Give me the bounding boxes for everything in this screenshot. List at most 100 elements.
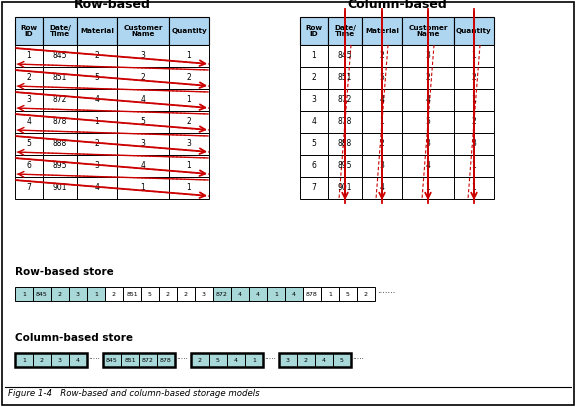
FancyBboxPatch shape [117, 177, 169, 199]
FancyBboxPatch shape [339, 287, 357, 301]
Text: 2: 2 [112, 291, 116, 297]
FancyBboxPatch shape [43, 155, 77, 177]
FancyBboxPatch shape [362, 89, 402, 111]
Text: 1: 1 [94, 118, 100, 127]
Text: 4: 4 [292, 291, 296, 297]
Text: 878: 878 [306, 291, 318, 297]
FancyBboxPatch shape [15, 89, 43, 111]
Text: 3: 3 [472, 140, 476, 149]
Text: 4: 4 [141, 96, 145, 105]
Text: 3: 3 [187, 140, 191, 149]
FancyBboxPatch shape [51, 353, 69, 367]
Text: Row
ID: Row ID [305, 25, 323, 37]
FancyBboxPatch shape [328, 111, 362, 133]
FancyBboxPatch shape [169, 177, 209, 199]
FancyBboxPatch shape [454, 89, 494, 111]
Text: 4: 4 [76, 357, 80, 363]
Text: 4: 4 [238, 291, 242, 297]
FancyBboxPatch shape [362, 155, 402, 177]
Text: 845: 845 [106, 357, 118, 363]
Text: 2: 2 [166, 291, 170, 297]
FancyBboxPatch shape [402, 111, 454, 133]
Text: 4: 4 [26, 118, 32, 127]
FancyBboxPatch shape [15, 17, 43, 45]
Text: 5: 5 [26, 140, 32, 149]
Text: 5: 5 [380, 74, 384, 83]
FancyBboxPatch shape [297, 353, 315, 367]
FancyBboxPatch shape [87, 287, 105, 301]
FancyBboxPatch shape [362, 67, 402, 89]
Text: 872: 872 [216, 291, 228, 297]
Text: 1: 1 [472, 52, 476, 61]
Text: 872: 872 [53, 96, 67, 105]
Text: 845: 845 [53, 52, 67, 61]
FancyBboxPatch shape [454, 177, 494, 199]
Text: 3: 3 [141, 140, 145, 149]
Text: 5: 5 [346, 291, 350, 297]
Text: 2: 2 [184, 291, 188, 297]
Text: 1: 1 [472, 162, 476, 171]
Text: Quantity: Quantity [456, 28, 492, 34]
Text: 3: 3 [286, 357, 290, 363]
FancyBboxPatch shape [328, 17, 362, 45]
FancyBboxPatch shape [15, 353, 33, 367]
Text: 2: 2 [380, 140, 384, 149]
Text: 2: 2 [364, 291, 368, 297]
Text: 895: 895 [53, 162, 67, 171]
FancyBboxPatch shape [15, 133, 43, 155]
Text: 2: 2 [40, 357, 44, 363]
FancyBboxPatch shape [15, 287, 33, 301]
Text: 1: 1 [187, 52, 191, 61]
Text: 3: 3 [426, 52, 430, 61]
FancyBboxPatch shape [123, 287, 141, 301]
Text: 851: 851 [53, 74, 67, 83]
Text: 3: 3 [26, 96, 32, 105]
Text: 872: 872 [338, 96, 352, 105]
Text: 3: 3 [76, 291, 80, 297]
FancyBboxPatch shape [321, 287, 339, 301]
FancyBboxPatch shape [300, 17, 328, 45]
Text: 2: 2 [304, 357, 308, 363]
FancyBboxPatch shape [121, 353, 139, 367]
Text: 851: 851 [338, 74, 352, 83]
Text: 6: 6 [312, 162, 316, 171]
Text: Date/
Time: Date/ Time [49, 25, 71, 37]
FancyBboxPatch shape [117, 17, 169, 45]
Text: 7: 7 [312, 184, 316, 193]
FancyBboxPatch shape [402, 45, 454, 67]
FancyBboxPatch shape [159, 287, 177, 301]
Text: 1: 1 [472, 184, 476, 193]
FancyBboxPatch shape [77, 89, 117, 111]
FancyBboxPatch shape [169, 155, 209, 177]
Text: 4: 4 [380, 96, 384, 105]
Text: 3: 3 [380, 162, 384, 171]
Text: ·····: ····· [352, 355, 364, 365]
Text: 4: 4 [94, 96, 100, 105]
FancyBboxPatch shape [69, 353, 87, 367]
Text: 5: 5 [426, 118, 430, 127]
FancyBboxPatch shape [77, 111, 117, 133]
FancyBboxPatch shape [300, 67, 328, 89]
Text: ·······: ······· [377, 289, 395, 298]
Text: 878: 878 [160, 357, 172, 363]
FancyBboxPatch shape [315, 353, 333, 367]
Text: ·····: ····· [88, 355, 100, 365]
FancyBboxPatch shape [402, 133, 454, 155]
FancyBboxPatch shape [303, 287, 321, 301]
FancyBboxPatch shape [43, 67, 77, 89]
Text: 888: 888 [338, 140, 352, 149]
FancyBboxPatch shape [105, 287, 123, 301]
FancyBboxPatch shape [195, 287, 213, 301]
FancyBboxPatch shape [117, 67, 169, 89]
Text: 845: 845 [36, 291, 48, 297]
Text: 5: 5 [94, 74, 100, 83]
Text: 1: 1 [94, 291, 98, 297]
FancyBboxPatch shape [362, 111, 402, 133]
FancyBboxPatch shape [300, 155, 328, 177]
Text: 2: 2 [187, 118, 191, 127]
Text: Quantity: Quantity [171, 28, 207, 34]
Text: 2: 2 [94, 140, 100, 149]
Text: Material: Material [80, 28, 114, 34]
Text: 1: 1 [141, 184, 145, 193]
FancyBboxPatch shape [300, 89, 328, 111]
